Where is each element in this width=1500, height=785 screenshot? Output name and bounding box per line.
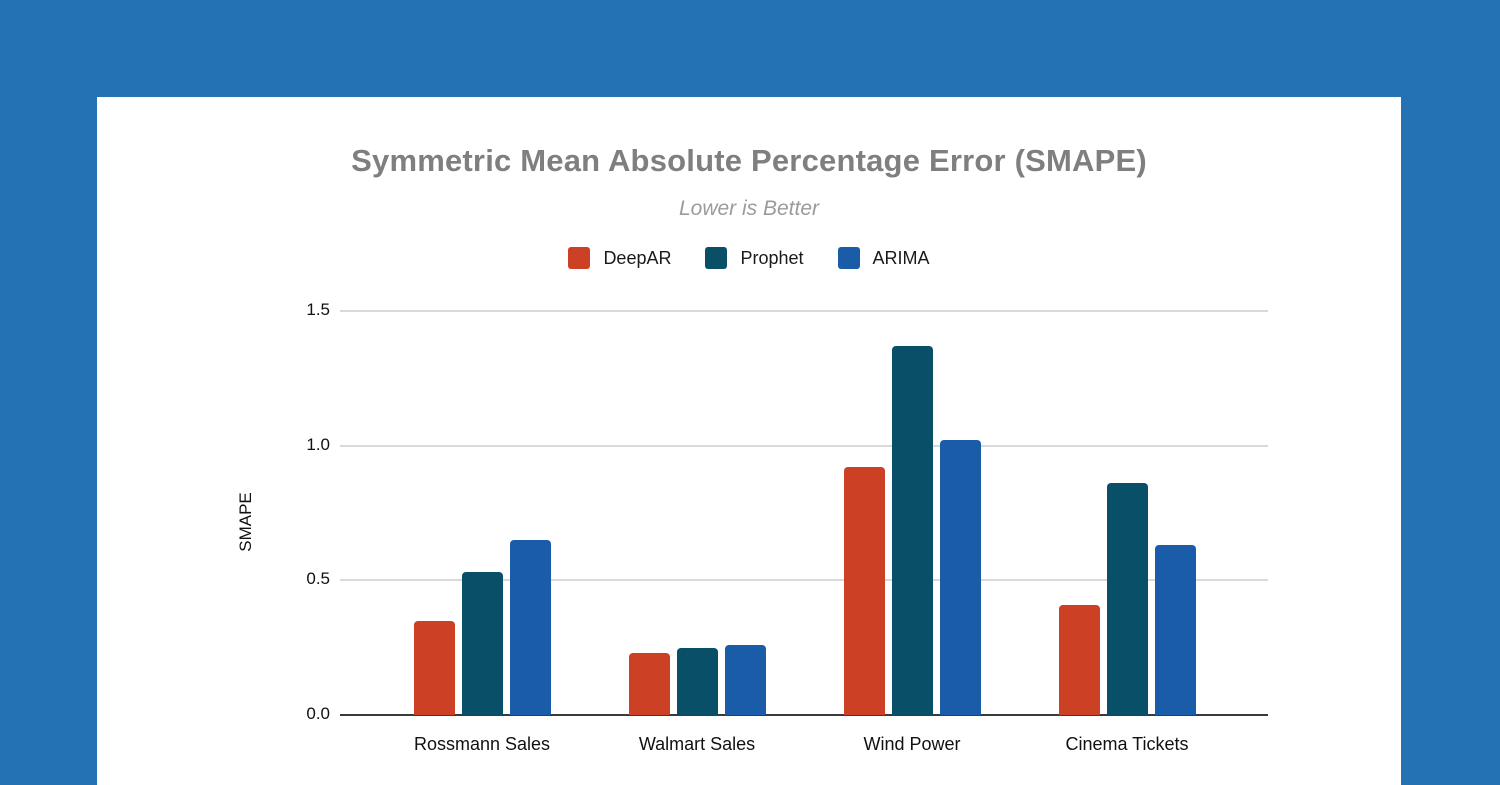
bar-deepar-1 (628, 653, 670, 715)
chart-card: Symmetric Mean Absolute Percentage Error… (97, 97, 1401, 785)
bar-deepar-3 (1058, 604, 1100, 715)
category-label: Walmart Sales (638, 734, 756, 754)
legend-swatch-icon (837, 247, 860, 269)
legend-item-deepar: DeepAR (568, 247, 671, 269)
y-tick-label: 0.0 (306, 704, 330, 723)
legend-label: Prophet (740, 247, 804, 268)
legend-label: DeepAR (603, 247, 672, 268)
bar-prophet-0 (461, 572, 503, 715)
category-label: Rossmann Sales (413, 734, 551, 754)
y-tick-label: 1.0 (306, 434, 330, 454)
x-axis-line (340, 714, 1268, 716)
plot-area: SMAPE 0.0 0.5 1.0 1.5 Rossmann Sales Walmart … (97, 97, 1401, 785)
bar-prophet-3 (1106, 483, 1148, 715)
bar-arima-2 (939, 440, 981, 715)
chart-title: Symmetric Mean Absolute Percentage Error… (351, 143, 1147, 178)
legend-swatch-icon (705, 247, 728, 269)
chart-legend: DeepAR Prophet ARIMA (97, 247, 1401, 269)
legend-item-prophet: Prophet (705, 247, 804, 269)
y-axis-title: SMAPE (236, 492, 255, 552)
category-label: Wind Power (863, 734, 961, 754)
gridline (340, 444, 1268, 447)
gridline (340, 579, 1268, 582)
category-label: Cinema Tickets (1065, 734, 1189, 754)
y-tick-label: 1.5 (306, 300, 330, 319)
bar-prophet-2 (891, 346, 933, 715)
legend-item-arima: ARIMA (837, 247, 930, 269)
bar-deepar-0 (413, 620, 455, 715)
bar-arima-3 (1154, 545, 1196, 715)
bar-prophet-1 (676, 647, 718, 715)
gridline (340, 310, 1268, 312)
legend-label: ARIMA (872, 247, 930, 268)
bar-deepar-2 (843, 467, 885, 715)
legend-swatch-icon (568, 247, 591, 269)
bar-arima-0 (509, 539, 551, 715)
bar-arima-1 (724, 644, 766, 715)
y-tick-label: 0.5 (306, 569, 330, 589)
chart-subtitle: Lower is Better (678, 197, 820, 220)
